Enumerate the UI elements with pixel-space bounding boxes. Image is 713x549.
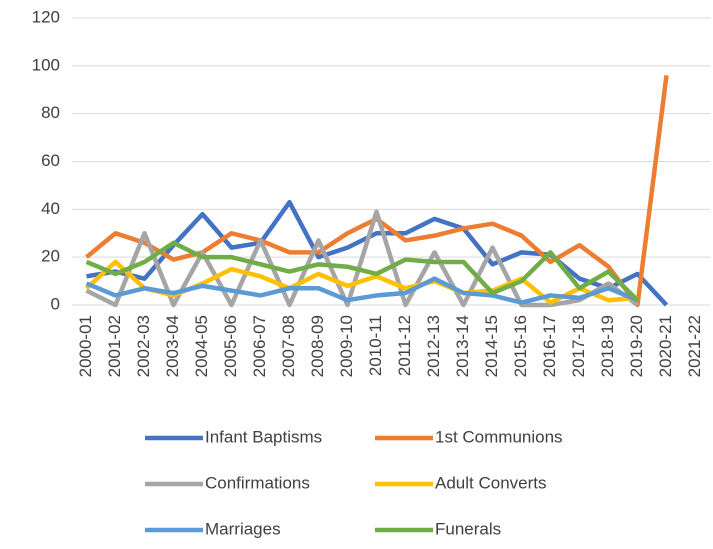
series-line — [85, 209, 639, 308]
x-tick-label: 2012-13 — [424, 315, 443, 377]
legend-label: Confirmations — [205, 473, 310, 492]
x-tick-label: 2002-03 — [134, 315, 153, 377]
y-tick-label: 20 — [41, 247, 60, 266]
y-tick-label: 0 — [51, 294, 60, 313]
x-tick-label: 2005-06 — [221, 315, 240, 377]
x-tick-label: 2016-17 — [540, 315, 559, 377]
x-tick-label: 2010-11 — [366, 315, 385, 376]
x-tick-label: 2014-15 — [482, 315, 501, 377]
x-tick-label: 2017-18 — [569, 315, 588, 377]
y-tick-label: 120 — [32, 7, 60, 26]
y-tick-label: 40 — [41, 199, 60, 218]
legend-label: Adult Converts — [435, 473, 547, 492]
x-tick-label: 2000-01 — [76, 315, 95, 377]
x-tick-label: 2011-12 — [395, 315, 414, 376]
legend-label: Infant Baptisms — [205, 427, 322, 446]
legend-label: 1st Communions — [435, 427, 563, 446]
y-tick-label: 100 — [32, 55, 60, 74]
series-line — [86, 199, 669, 307]
x-tick-label: 2015-16 — [511, 315, 530, 377]
x-tick-label: 2003-04 — [163, 315, 182, 377]
series-line — [85, 240, 640, 302]
series-line — [85, 75, 669, 308]
x-tick-label: 2021-22 — [685, 315, 704, 377]
series-line — [85, 276, 639, 305]
x-tick-label: 2009-10 — [337, 315, 356, 377]
x-tick-label: 2007-08 — [279, 315, 298, 377]
x-tick-label: 2013-14 — [453, 315, 472, 377]
y-tick-label: 60 — [41, 151, 60, 170]
x-tick-label: 2006-07 — [250, 315, 269, 377]
x-tick-label: 2008-09 — [308, 315, 327, 377]
x-tick-label: 2004-05 — [192, 315, 211, 377]
x-tick-label: 2019-20 — [627, 315, 646, 377]
y-tick-label: 80 — [41, 103, 60, 122]
x-tick-label: 2018-19 — [598, 315, 617, 377]
x-tick-label: 2020-21 — [656, 315, 675, 377]
x-tick-label: 2001-02 — [105, 315, 124, 377]
legend-label: Funerals — [435, 519, 501, 538]
legend-label: Marriages — [205, 519, 281, 538]
